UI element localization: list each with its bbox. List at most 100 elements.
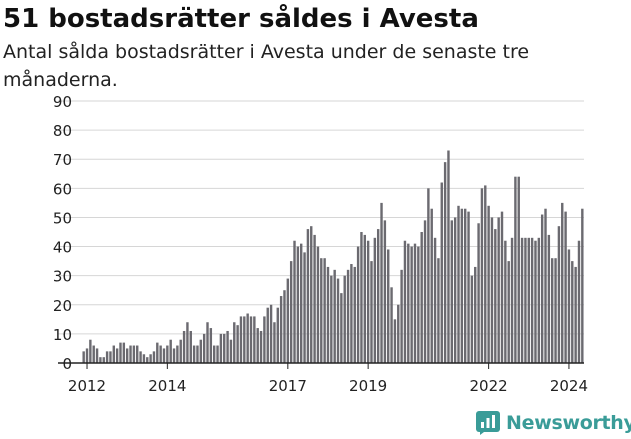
y-tick-label: 50 (53, 209, 72, 227)
bar (460, 208, 464, 363)
bar (447, 150, 450, 363)
bar (547, 234, 551, 363)
bar (209, 328, 213, 363)
bar (289, 261, 293, 363)
bar (557, 226, 561, 363)
bar (263, 316, 266, 363)
bar (370, 261, 373, 363)
bar (105, 351, 109, 363)
bar (470, 275, 474, 363)
bar (571, 261, 574, 363)
bar (474, 266, 477, 363)
bar (92, 345, 95, 363)
bar (303, 252, 306, 363)
bar (159, 345, 162, 363)
bar (433, 237, 437, 363)
bar (564, 211, 567, 363)
bar (514, 176, 517, 363)
bar (450, 220, 454, 363)
bar (387, 249, 390, 363)
bar (112, 345, 115, 363)
y-tick-label: 40 (53, 239, 72, 257)
bar (554, 258, 557, 363)
bar (477, 223, 480, 363)
brand-name: Newsworthy (506, 412, 631, 434)
bar (380, 202, 383, 363)
bar (480, 188, 484, 363)
bar (487, 205, 490, 363)
bar (82, 351, 85, 363)
bar (343, 275, 346, 363)
chart-subtitle: Antal sålda bostadsrätter i Avesta under… (3, 41, 530, 91)
bar (256, 328, 259, 363)
bar (440, 182, 443, 363)
chart-title: 51 bostadsrätter såldes i Avesta (3, 4, 479, 34)
bar (199, 339, 203, 363)
x-tick-label: 2019 (349, 377, 387, 395)
bar (350, 264, 353, 363)
bar (390, 287, 393, 363)
bar (490, 217, 494, 363)
bar (397, 304, 400, 363)
bar (89, 339, 92, 363)
bar (196, 345, 199, 363)
bar (223, 333, 226, 363)
bar (85, 348, 89, 363)
bar (376, 229, 380, 363)
bar (283, 290, 286, 363)
x-tick-label: 2022 (470, 377, 508, 395)
bar (497, 217, 500, 363)
bar (393, 319, 397, 363)
bar (494, 229, 497, 363)
bar (561, 202, 564, 363)
bar (400, 269, 403, 363)
bar (527, 237, 530, 363)
bar (537, 237, 541, 363)
bar (320, 258, 323, 363)
bar (577, 240, 581, 363)
bar (243, 316, 246, 363)
bar (524, 237, 527, 363)
bar (383, 220, 387, 363)
bar (574, 266, 577, 363)
x-tick-label: 2024 (550, 377, 588, 395)
bar (504, 240, 507, 363)
bar (517, 176, 520, 363)
bar (463, 208, 467, 363)
bar (129, 345, 132, 363)
bar (300, 243, 303, 363)
bar (259, 330, 263, 363)
bar (253, 316, 256, 363)
bar (172, 348, 176, 363)
y-tick-label: 0 (62, 355, 72, 373)
bar (149, 354, 152, 363)
bar (269, 304, 273, 363)
bar (403, 240, 407, 363)
newsworthy-brand[interactable]: Newsworthy (476, 408, 631, 438)
bar (437, 258, 440, 363)
bar (276, 307, 279, 363)
bar (115, 348, 119, 363)
bar (132, 345, 136, 363)
y-tick-label: 30 (53, 268, 72, 286)
bar (162, 348, 166, 363)
bar (179, 339, 182, 363)
bar (236, 325, 239, 363)
bar (510, 237, 514, 363)
bar (417, 246, 420, 363)
y-tick-label: 10 (53, 326, 72, 344)
bar (500, 211, 504, 363)
bar (410, 246, 413, 363)
bar (551, 258, 554, 363)
bar (146, 357, 149, 363)
bar (266, 307, 269, 363)
bar (95, 348, 99, 363)
bar (206, 322, 209, 363)
x-tick-label: 2014 (148, 377, 186, 395)
bar (125, 348, 129, 363)
bar (192, 345, 196, 363)
bar (226, 330, 229, 363)
y-tick-label: 60 (53, 180, 72, 198)
bar (182, 330, 186, 363)
